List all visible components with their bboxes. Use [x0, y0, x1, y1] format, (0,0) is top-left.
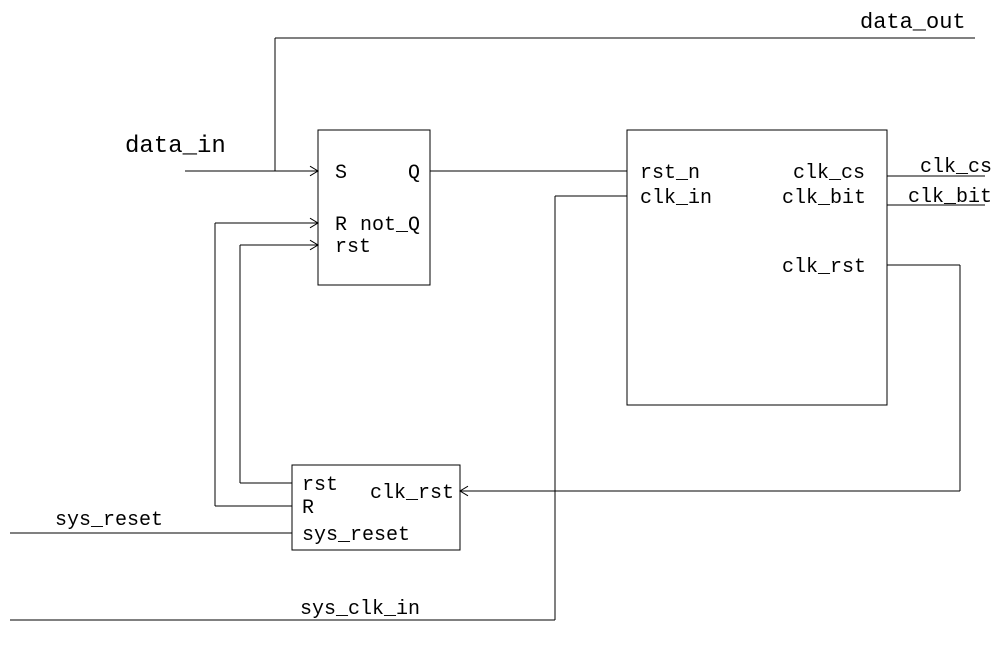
label-clk_bit_in: clk_bit — [782, 187, 866, 210]
label-b3_sysrst: sys_reset — [302, 524, 410, 547]
label-rst: rst — [335, 236, 371, 259]
label-clk_cs_in: clk_cs — [793, 162, 865, 185]
label-R: R — [335, 214, 347, 237]
label-clk_in: clk_in — [640, 187, 712, 210]
label-sys_clk_in: sys_clk_in — [300, 598, 420, 621]
label-data_out: data_out — [860, 10, 966, 35]
label-b3_R: R — [302, 497, 314, 520]
label-b3_rst: rst — [302, 474, 338, 497]
label-rst_n: rst_n — [640, 162, 700, 185]
label-clk_rst: clk_rst — [782, 256, 866, 279]
label-S: S — [335, 162, 347, 185]
label-not_Q: not_Q — [360, 214, 420, 237]
label-data_in: data_in — [125, 133, 226, 160]
label-b3_clk_rst: clk_rst — [370, 482, 454, 505]
label-sys_reset: sys_reset — [55, 509, 163, 532]
sr-flipflop-block — [318, 130, 430, 285]
label-clk_cs_out: clk_cs — [920, 156, 992, 179]
label-clk_bit_out: clk_bit — [908, 186, 992, 209]
label-Q: Q — [408, 162, 420, 185]
